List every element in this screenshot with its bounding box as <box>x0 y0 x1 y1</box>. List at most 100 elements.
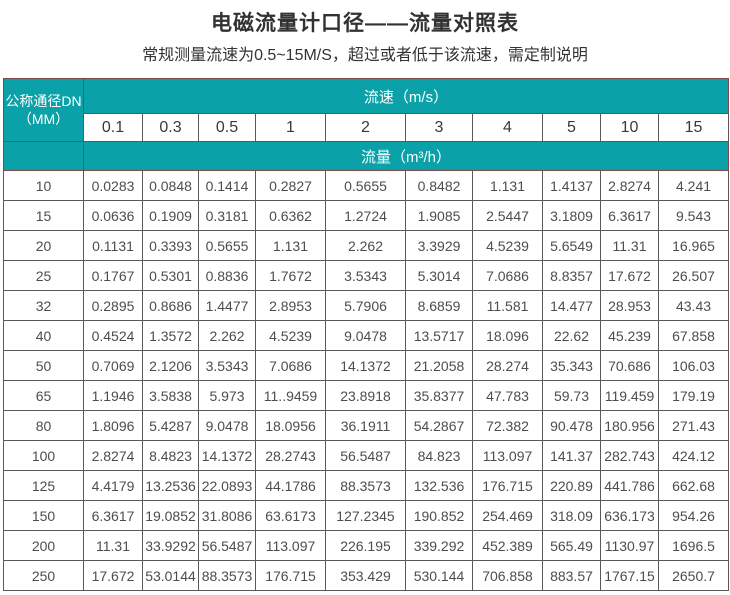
flow-value-cell: 5.973 <box>198 380 256 411</box>
flow-value-cell: 441.786 <box>600 470 659 501</box>
flow-value-cell: 45.239 <box>600 320 659 351</box>
flow-value-cell: 28.274 <box>472 350 543 381</box>
flow-value-cell: 84.823 <box>405 440 473 471</box>
flow-value-cell: 179.19 <box>657 380 730 411</box>
flow-value-cell: 8.6859 <box>405 290 473 321</box>
page-title: 电磁流量计口径——流量对照表 <box>211 12 519 35</box>
flow-value-cell: 565.49 <box>542 530 601 561</box>
flow-value-cell: 56.5487 <box>325 440 406 471</box>
flow-value-cell: 70.686 <box>600 350 659 381</box>
table-row: 125 4.4179 13.2536 22.0893 44.1786 88.3573 132… <box>3 470 730 501</box>
flow-value-cell: 18.0956 <box>255 410 326 441</box>
flow-value-cell: 1.8096 <box>83 410 143 441</box>
flow-value-cell: 339.292 <box>405 530 473 561</box>
flow-value-cell: 1.131 <box>472 170 543 201</box>
flow-value-cell: 8.8357 <box>542 260 601 291</box>
flow-value-cell: 14.1372 <box>198 440 256 471</box>
table-row: 250 17.672 53.0144 88.3573 176.715 353.429 530… <box>3 560 730 591</box>
velocity-column-header: 5 <box>542 113 601 142</box>
flow-value-cell: 13.5717 <box>405 320 473 351</box>
velocity-column-header: 0.1 <box>83 113 143 142</box>
table-row: 65 1.1946 3.5838 5.973 11..9459 23.8918 35.837… <box>3 380 730 411</box>
flow-value-cell: 0.1767 <box>83 260 143 291</box>
flow-value-cell: 176.715 <box>255 560 326 591</box>
flow-value-cell: 28.2743 <box>255 440 326 471</box>
flow-value-cell: 2.8953 <box>255 290 326 321</box>
flow-value-cell: 0.1909 <box>142 200 199 231</box>
flow-value-cell: 1.7672 <box>255 260 326 291</box>
flow-band-row: 流量（m³/h） <box>3 141 730 171</box>
flow-value-cell: 3.5838 <box>142 380 199 411</box>
table-row: 10 0.0283 0.0848 0.1414 0.2827 0.5655 0.8482 1.… <box>3 170 730 201</box>
flow-value-cell: 1.131 <box>255 230 326 261</box>
velocity-values-row: 0.1 0.3 0.5 1 2 3 4 5 10 15 <box>4 113 730 142</box>
flow-value-cell: 17.672 <box>600 260 659 291</box>
table-row: 200 11.31 33.9292 56.5487 113.097 226.195 339.… <box>3 530 730 561</box>
flow-value-cell: 23.8918 <box>325 380 406 411</box>
velocity-column-header: 15 <box>657 113 730 142</box>
flow-value-cell: 190.852 <box>405 500 473 531</box>
flow-value-cell: 530.144 <box>405 560 473 591</box>
flow-value-cell: 54.2867 <box>405 410 473 441</box>
flow-value-cell: 0.6362 <box>255 200 326 231</box>
flow-value-cell: 452.389 <box>472 530 543 561</box>
flow-value-cell: 14.1372 <box>325 350 406 381</box>
table-row: 32 0.2895 0.8686 1.4477 2.8953 5.7906 8.6859 11… <box>3 290 730 321</box>
flow-value-cell: 43.43 <box>657 290 730 321</box>
flow-value-cell: 3.5343 <box>325 260 406 291</box>
flow-value-cell: 3.1809 <box>542 200 601 231</box>
flow-header: 流量（m³/h） <box>82 141 730 171</box>
table-row: 80 1.8096 5.4287 9.0478 18.0956 36.1911 54.286… <box>3 410 730 441</box>
flow-value-cell: 7.0686 <box>255 350 326 381</box>
velocity-column-header: 10 <box>600 113 659 142</box>
flow-value-cell: 220.89 <box>542 470 601 501</box>
flow-value-cell: 0.3181 <box>198 200 256 231</box>
dn-cell: 100 <box>3 440 84 471</box>
flow-value-cell: 226.195 <box>325 530 406 561</box>
flow-value-cell: 0.3393 <box>142 230 199 261</box>
dn-cell: 32 <box>3 290 84 321</box>
velocity-column-header: 0.5 <box>198 113 256 142</box>
flow-value-cell: 1767.15 <box>600 560 659 591</box>
flow-value-cell: 6.3617 <box>83 500 143 531</box>
flow-value-cell: 113.097 <box>255 530 326 561</box>
flow-value-cell: 11.581 <box>472 290 543 321</box>
flow-value-cell: 6.3617 <box>600 200 659 231</box>
flow-value-cell: 35.343 <box>542 350 601 381</box>
flow-value-cell: 26.507 <box>657 260 730 291</box>
dn-cell: 125 <box>3 470 84 501</box>
flow-value-cell: 16.965 <box>657 230 730 261</box>
flow-value-cell: 4.241 <box>657 170 730 201</box>
flow-value-cell: 141.37 <box>542 440 601 471</box>
dn-cell: 150 <box>3 500 84 531</box>
flow-value-cell: 2.1206 <box>142 350 199 381</box>
flow-value-cell: 636.173 <box>600 500 659 531</box>
page-subtitle: 常规测量流速为0.5~15M/S，超过或者低于该流速，需定制说明 <box>142 47 588 64</box>
flow-value-cell: 18.096 <box>472 320 543 351</box>
flow-value-cell: 22.0893 <box>198 470 256 501</box>
flow-value-cell: 11.31 <box>600 230 659 261</box>
flow-value-cell: 0.5301 <box>142 260 199 291</box>
flow-value-cell: 318.09 <box>542 500 601 531</box>
dn-cell: 25 <box>3 260 84 291</box>
flow-value-cell: 33.9292 <box>142 530 199 561</box>
flow-value-cell: 0.0636 <box>83 200 143 231</box>
dn-cell: 40 <box>3 320 84 351</box>
flow-value-cell: 1.4477 <box>198 290 256 321</box>
flow-value-cell: 271.43 <box>657 410 730 441</box>
flow-value-cell: 1130.97 <box>600 530 659 561</box>
flow-value-cell: 0.4524 <box>83 320 143 351</box>
dn-cell: 80 <box>3 410 84 441</box>
flow-value-cell: 36.1911 <box>325 410 406 441</box>
flow-value-cell: 127.2345 <box>325 500 406 531</box>
flow-value-cell: 90.478 <box>542 410 601 441</box>
flow-value-cell: 59.73 <box>542 380 601 411</box>
flow-value-cell: 2.8274 <box>600 170 659 201</box>
flow-value-cell: 0.0848 <box>142 170 199 201</box>
flow-value-cell: 63.6173 <box>255 500 326 531</box>
flow-table-body: 10 0.0283 0.0848 0.1414 0.2827 0.5655 0.8482 1.… <box>3 170 730 591</box>
flow-value-cell: 4.4179 <box>83 470 143 501</box>
table-row: 100 2.8274 8.4823 14.1372 28.2743 56.5487 84.8… <box>3 440 730 471</box>
flow-value-cell: 2.262 <box>198 320 256 351</box>
flow-value-cell: 17.672 <box>83 560 143 591</box>
